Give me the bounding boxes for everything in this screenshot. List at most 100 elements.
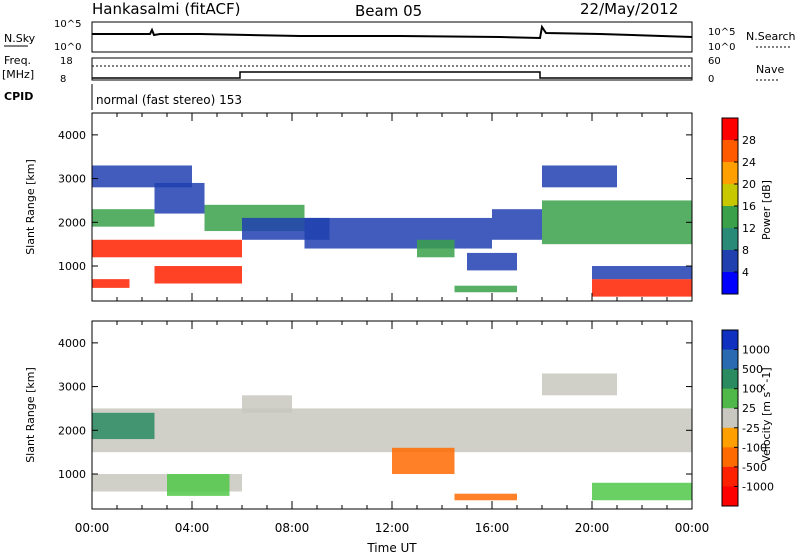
nsearch-label: N.Search xyxy=(746,30,796,43)
x-tick-label: 16:00 xyxy=(475,521,510,535)
freq-tick-bottom: 8 xyxy=(60,74,66,85)
colorbar-tick-label: -25 xyxy=(742,422,760,435)
colorbar-swatch xyxy=(722,369,738,390)
velocity-ylabel: Slant Range [km] xyxy=(24,367,37,463)
power-band xyxy=(542,200,692,245)
nsky-tick-top: 10^5 xyxy=(54,19,81,30)
power-band xyxy=(417,239,455,258)
power-band xyxy=(154,182,205,214)
freq-tick-top: 18 xyxy=(60,56,73,67)
nsky-label: N.Sky xyxy=(4,32,36,45)
power-band xyxy=(492,209,542,240)
y-tick-label: 2000 xyxy=(58,216,86,229)
colorbar-swatch xyxy=(722,447,738,468)
colorbar-swatch xyxy=(722,466,738,487)
colorbar-swatch xyxy=(722,408,738,429)
colorbar-swatch xyxy=(722,388,738,409)
power-band xyxy=(154,266,242,284)
power-colorbar: 28 24 20 16 12 8 4 xyxy=(721,117,756,295)
y-tick-label: 1000 xyxy=(58,260,86,273)
velocity-band xyxy=(92,412,155,440)
nave-tick-bottom: 0 xyxy=(708,74,714,85)
velocity-band xyxy=(392,447,455,475)
x-tick-label: 00:00 xyxy=(75,521,110,535)
power-yticks: 1000 2000 3000 4000 xyxy=(58,113,693,301)
cpid-label: CPID xyxy=(4,90,33,103)
nsky-tick-bottom: 10^0 xyxy=(54,42,81,53)
colorbar-swatch xyxy=(722,206,738,229)
y-tick-label: 3000 xyxy=(58,173,86,186)
date-title: 22/May/2012 xyxy=(580,0,678,18)
station-title: Hankasalmi (fitACF) xyxy=(92,0,240,18)
power-band xyxy=(467,252,517,271)
freq-trace xyxy=(92,71,692,79)
freq-unit: [MHz] xyxy=(2,68,34,81)
nave-tick-top: 60 xyxy=(708,56,721,67)
colorbar-swatch xyxy=(722,272,738,295)
x-tick-label: 08:00 xyxy=(275,521,310,535)
colorbar-tick-label: 4 xyxy=(742,266,749,279)
y-tick-label: 1000 xyxy=(58,468,86,481)
x-tick-label: 12:00 xyxy=(375,521,410,535)
colorbar-swatch xyxy=(722,349,738,370)
power-band xyxy=(542,165,617,188)
velocity-colorbar: 1000 500 100 25 -25 -100 -500 -1000 xyxy=(721,329,774,507)
velocity-band xyxy=(242,395,292,413)
power-band xyxy=(92,209,155,227)
colorbar-tick-label: 28 xyxy=(742,134,756,147)
cpid-text: normal (fast stereo) 153 xyxy=(96,93,242,107)
power-panel: 1000 2000 3000 4000 Slant Range [km] xyxy=(24,112,693,302)
colorbar-swatch xyxy=(722,184,738,207)
velocity-bands xyxy=(92,373,692,501)
power-ylabel: Slant Range [km] xyxy=(24,159,37,255)
colorbar-swatch xyxy=(722,250,738,273)
y-tick-label: 2000 xyxy=(58,424,86,437)
colorbar-swatch xyxy=(722,427,738,448)
colorbar-swatch xyxy=(722,486,738,507)
power-band xyxy=(92,279,130,288)
colorbar-swatch xyxy=(722,162,738,185)
power-band xyxy=(592,266,692,280)
velocity-band xyxy=(167,474,230,496)
nsearch-tick-bottom: 10^0 xyxy=(708,42,735,53)
power-band xyxy=(304,217,492,249)
power-band xyxy=(592,279,692,297)
power-bands xyxy=(92,165,692,297)
velocity-band xyxy=(592,482,692,501)
nsky-panel: N.Sky 10^5 10^0 10^5 10^0 N.Search xyxy=(4,19,796,53)
colorbar-tick-label: 500 xyxy=(742,363,763,376)
y-tick-label: 4000 xyxy=(58,129,86,142)
colorbar-tick-label: 16 xyxy=(742,200,756,213)
colorbar-tick-label: 8 xyxy=(742,244,749,257)
colorbar-tick-label: -500 xyxy=(742,461,767,474)
colorbar-tick-label: -100 xyxy=(742,441,767,454)
power-band xyxy=(92,239,242,258)
x-tick-label: 04:00 xyxy=(175,521,210,535)
cpid-panel: CPID normal (fast stereo) 153 xyxy=(4,84,242,110)
velocity-band xyxy=(542,373,617,396)
colorbar-swatch xyxy=(722,118,738,141)
power-colorbar-label: Power [dB] xyxy=(760,180,773,240)
velocity-band xyxy=(454,493,517,501)
colorbar-tick-label: 25 xyxy=(742,402,756,415)
colorbar-tick-label: -1000 xyxy=(742,480,774,493)
freq-panel: Freq. [MHz] 18 8 60 0 Nave xyxy=(2,54,784,85)
time-axis-label: Time UT xyxy=(366,541,417,554)
x-tick-label: 00:00 xyxy=(675,521,710,535)
y-tick-label: 3000 xyxy=(58,381,86,394)
colorbar-swatch xyxy=(722,228,738,251)
velocity-panel: 1000 2000 3000 4000 00:00 04:00 08:00 12:00 16:… xyxy=(24,320,710,554)
colorbar-tick-label: 24 xyxy=(742,156,756,169)
colorbar-tick-label: 12 xyxy=(742,222,756,235)
power-band xyxy=(92,165,192,188)
colorbar-tick-label: 100 xyxy=(742,383,763,396)
velocity-band xyxy=(92,408,692,453)
nsearch-tick-top: 10^5 xyxy=(708,27,735,38)
power-band xyxy=(454,285,517,293)
beam-title: Beam 05 xyxy=(355,2,422,20)
y-tick-label: 4000 xyxy=(58,337,86,350)
nave-label: Nave xyxy=(756,63,784,76)
nsky-trace xyxy=(92,24,693,40)
colorbar-swatch xyxy=(722,330,738,351)
